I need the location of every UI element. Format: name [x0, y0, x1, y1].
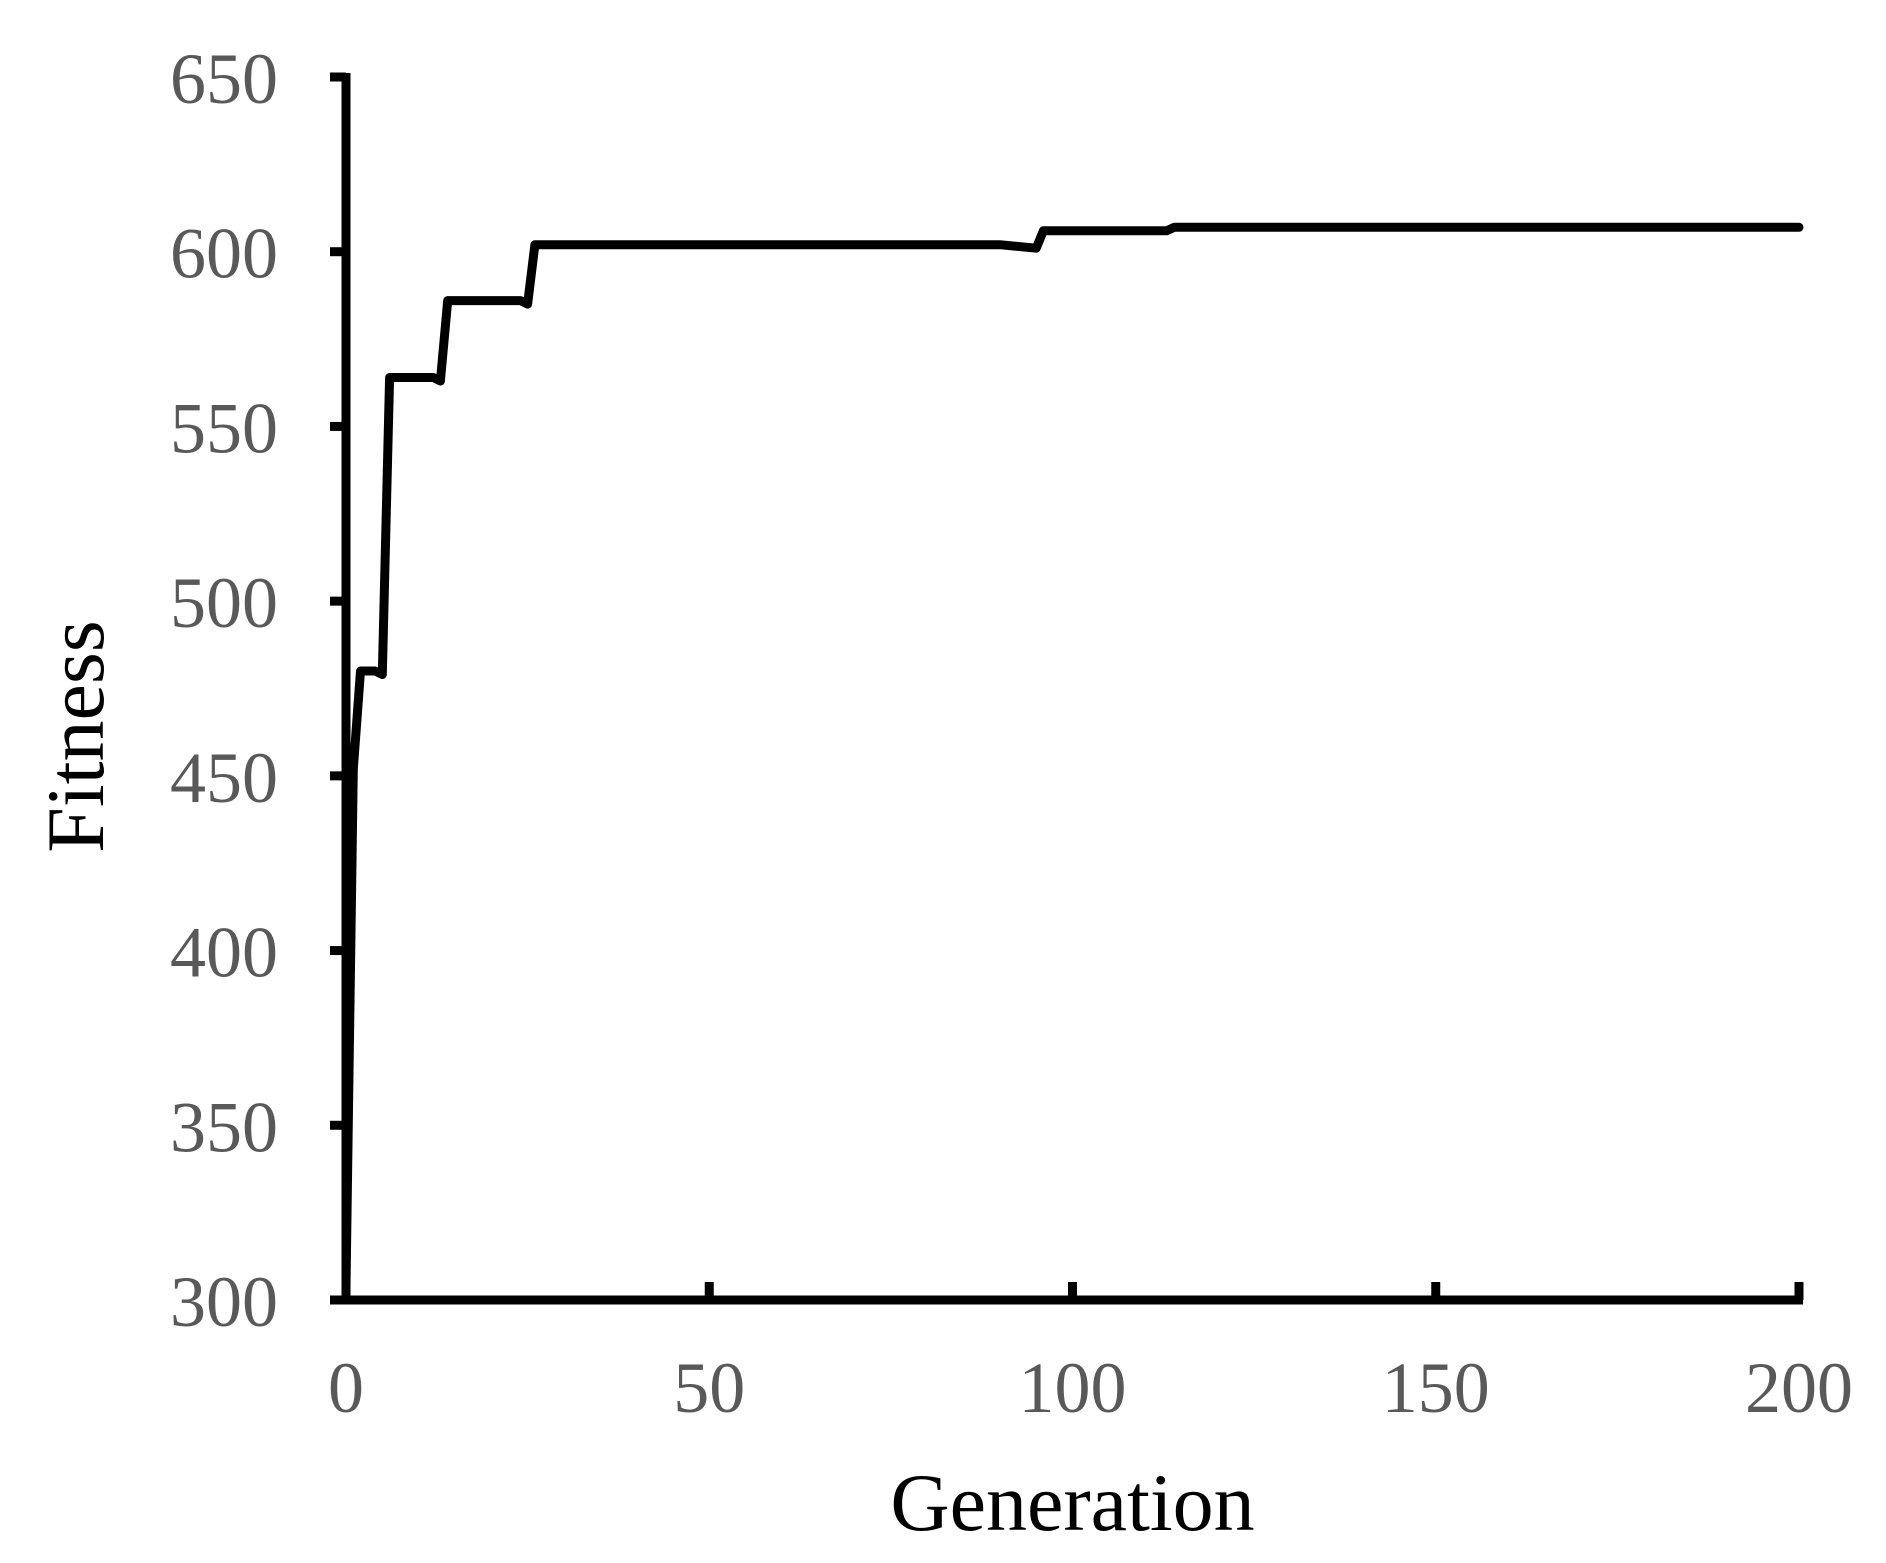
x-tick-label: 150 — [1382, 1348, 1490, 1428]
y-axis-title: Fitness — [30, 620, 121, 852]
y-tick-label: 650 — [170, 39, 278, 119]
x-tick-label: 50 — [673, 1348, 745, 1428]
y-tick-label: 400 — [170, 913, 278, 993]
tick-labels: 300 350 400 450 500 550 600 650 0 50 100 150 200 — [170, 39, 1853, 1428]
fitness-series-line — [341, 222, 1804, 1291]
x-tick-label: 0 — [328, 1348, 364, 1428]
x-tick-label: 100 — [1019, 1348, 1127, 1428]
x-tick-label: 200 — [1745, 1348, 1853, 1428]
y-tick-label: 500 — [170, 563, 278, 643]
y-tick-label: 300 — [170, 1262, 278, 1342]
y-tick-label: 550 — [170, 388, 278, 468]
y-tick-label: 600 — [170, 214, 278, 294]
axes — [341, 73, 1803, 1305]
y-tick-label: 450 — [170, 738, 278, 818]
y-tick-label: 350 — [170, 1087, 278, 1167]
x-axis-title: Generation — [890, 1457, 1254, 1548]
tick-marks — [330, 72, 1804, 1305]
